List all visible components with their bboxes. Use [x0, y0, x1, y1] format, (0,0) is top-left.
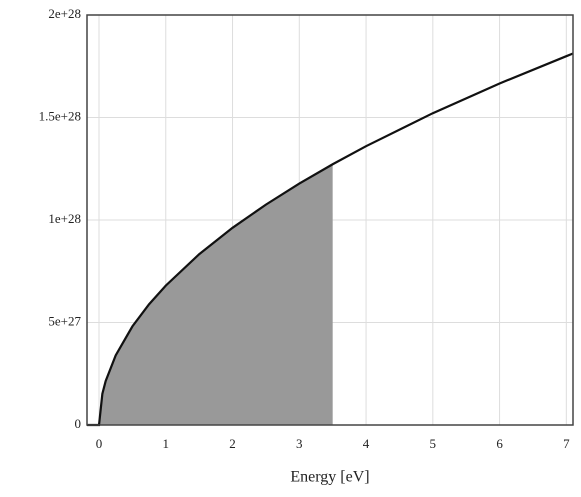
- y-tick-label: 2e+28: [48, 6, 81, 21]
- plot-frame: [86, 14, 574, 426]
- x-tick-label: 5: [430, 436, 437, 451]
- filled-area: [99, 164, 333, 426]
- x-tick-label: 1: [163, 436, 170, 451]
- y-tick-label: 1e+28: [48, 211, 81, 226]
- y-tick-label: 5e+27: [48, 313, 81, 328]
- y-tick-label: 0: [75, 416, 82, 431]
- x-tick-label: 0: [96, 436, 103, 451]
- x-tick-label: 2: [229, 436, 236, 451]
- y-tick-label: 1.5e+28: [39, 108, 81, 123]
- x-tick-label: 7: [563, 436, 570, 451]
- x-axis-title: Energy [eV]: [290, 469, 369, 486]
- curve: [87, 52, 574, 427]
- x-tick-label: 4: [363, 436, 370, 451]
- x-tick-label: 3: [296, 436, 303, 451]
- x-tick-label: 6: [496, 436, 503, 451]
